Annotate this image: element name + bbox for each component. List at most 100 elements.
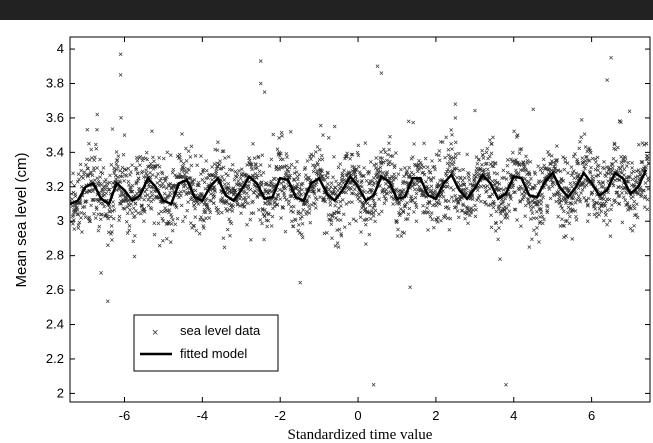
data-point <box>339 233 344 238</box>
data-point <box>361 203 366 207</box>
data-point <box>222 245 227 250</box>
data-point <box>463 210 467 215</box>
data-point <box>281 205 286 210</box>
data-point <box>426 176 431 180</box>
data-point <box>462 182 467 187</box>
data-point <box>453 116 458 120</box>
data-point <box>380 156 385 161</box>
data-point <box>339 204 343 208</box>
data-point <box>162 209 166 214</box>
data-point <box>413 195 418 200</box>
data-point <box>103 187 108 192</box>
data-point <box>630 161 634 165</box>
data-point <box>258 163 263 167</box>
data-point <box>350 152 355 157</box>
data-point <box>558 169 563 174</box>
data-point <box>169 221 174 226</box>
data-point <box>250 167 254 172</box>
data-point <box>434 152 439 157</box>
data-point <box>406 119 411 124</box>
data-point <box>254 162 258 167</box>
data-point <box>189 196 194 201</box>
data-point <box>157 164 162 169</box>
data-point <box>457 168 462 173</box>
data-point <box>361 204 366 209</box>
data-point <box>210 177 215 182</box>
data-point <box>599 196 604 201</box>
data-point <box>139 211 143 216</box>
data-point <box>456 215 461 220</box>
data-point <box>513 207 518 212</box>
data-point <box>70 204 75 208</box>
data-point <box>305 200 310 205</box>
data-point <box>156 221 161 226</box>
data-point <box>294 187 298 191</box>
data-point <box>118 73 123 77</box>
data-point <box>564 199 569 204</box>
data-point <box>573 200 578 205</box>
data-point <box>431 175 436 180</box>
data-point <box>246 195 251 199</box>
data-point <box>445 161 450 166</box>
data-point <box>93 216 98 220</box>
data-point <box>94 142 98 147</box>
data-point <box>623 155 628 160</box>
data-point <box>542 217 546 222</box>
data-point <box>499 187 503 191</box>
data-point <box>129 170 133 174</box>
data-point <box>147 195 152 200</box>
data-point <box>511 190 516 195</box>
data-point <box>262 213 267 218</box>
data-point <box>549 153 554 158</box>
data-point <box>260 221 264 226</box>
data-point <box>413 187 417 192</box>
data-point <box>287 199 291 204</box>
data-point <box>617 178 621 182</box>
data-point <box>271 132 276 137</box>
data-point <box>620 191 624 195</box>
data-point <box>275 202 280 207</box>
data-point <box>277 136 281 140</box>
data-point <box>321 196 326 200</box>
data-point <box>285 155 289 159</box>
data-point <box>571 154 576 159</box>
data-point <box>636 192 641 196</box>
data-point <box>251 211 256 216</box>
data-point <box>540 192 545 197</box>
data-point <box>465 206 470 210</box>
data-point <box>136 211 141 215</box>
data-point <box>225 188 229 192</box>
data-point <box>408 285 412 290</box>
data-point <box>560 217 564 222</box>
data-point <box>215 148 220 153</box>
data-point <box>527 180 531 184</box>
y-tick-label: 4 <box>57 41 64 56</box>
data-point <box>473 214 478 219</box>
data-point <box>584 198 589 202</box>
data-point <box>319 153 324 158</box>
data-point <box>539 210 544 215</box>
data-point <box>480 162 484 167</box>
data-point <box>228 233 232 238</box>
data-point <box>220 196 225 200</box>
data-point <box>574 171 578 176</box>
data-point <box>450 132 454 137</box>
data-point <box>328 184 333 189</box>
data-point <box>292 171 297 176</box>
data-point <box>308 154 312 159</box>
data-point <box>630 177 635 182</box>
data-point <box>641 188 646 193</box>
data-point <box>230 209 235 213</box>
data-point <box>412 142 416 146</box>
data-point <box>204 168 209 173</box>
data-point <box>134 181 139 186</box>
data-point <box>451 199 456 203</box>
data-point <box>150 173 155 177</box>
data-point <box>461 167 466 172</box>
data-point <box>504 177 509 181</box>
data-point <box>186 200 190 205</box>
data-point <box>85 173 90 178</box>
data-point <box>348 156 353 161</box>
data-point <box>162 191 167 196</box>
data-point <box>224 206 228 211</box>
